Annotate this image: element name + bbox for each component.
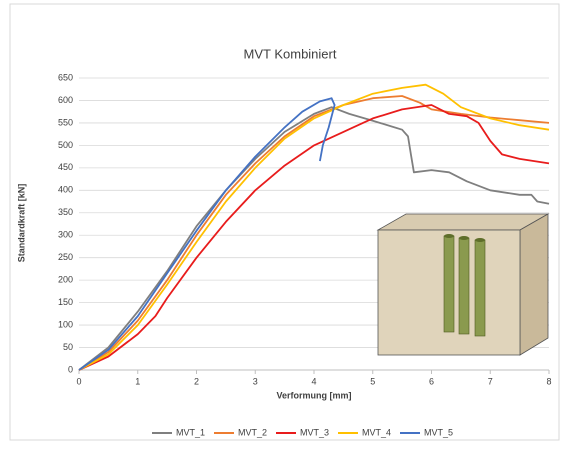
y-tick-label: 350 [58,207,73,217]
legend-label: MVT_5 [424,427,453,437]
x-tick-label: 5 [370,376,375,386]
y-tick-label: 50 [63,342,73,352]
y-tick-label: 100 [58,319,73,329]
y-tick-label: 500 [58,140,73,150]
y-tick-label: 0 [68,364,73,374]
legend-label: MVT_4 [362,427,391,437]
x-tick-label: 1 [135,376,140,386]
y-tick-label: 150 [58,297,73,307]
chart-title: MVT Kombiniert [244,46,337,61]
legend-label: MVT_2 [238,427,267,437]
y-tick-label: 250 [58,252,73,262]
x-tick-label: 7 [488,376,493,386]
y-axis-label: Standardkraft [kN] [16,184,26,263]
legend-label: MVT_1 [176,427,205,437]
y-tick-label: 300 [58,230,73,240]
y-tick-label: 550 [58,117,73,127]
x-tick-label: 3 [253,376,258,386]
x-tick-label: 8 [546,376,551,386]
x-tick-label: 2 [194,376,199,386]
legend-label: MVT_3 [300,427,329,437]
chart: MVT Kombiniert Verformung [mm] Standardk… [0,0,570,444]
x-tick-label: 0 [76,376,81,386]
inset-image [378,214,548,355]
x-axis-label: Verformung [mm] [276,390,351,400]
x-tick-label: 6 [429,376,434,386]
y-tick-label: 650 [58,72,73,82]
y-tick-label: 600 [58,95,73,105]
y-tick-label: 400 [58,185,73,195]
x-tick-label: 4 [311,376,316,386]
y-tick-label: 450 [58,162,73,172]
y-tick-label: 200 [58,275,73,285]
